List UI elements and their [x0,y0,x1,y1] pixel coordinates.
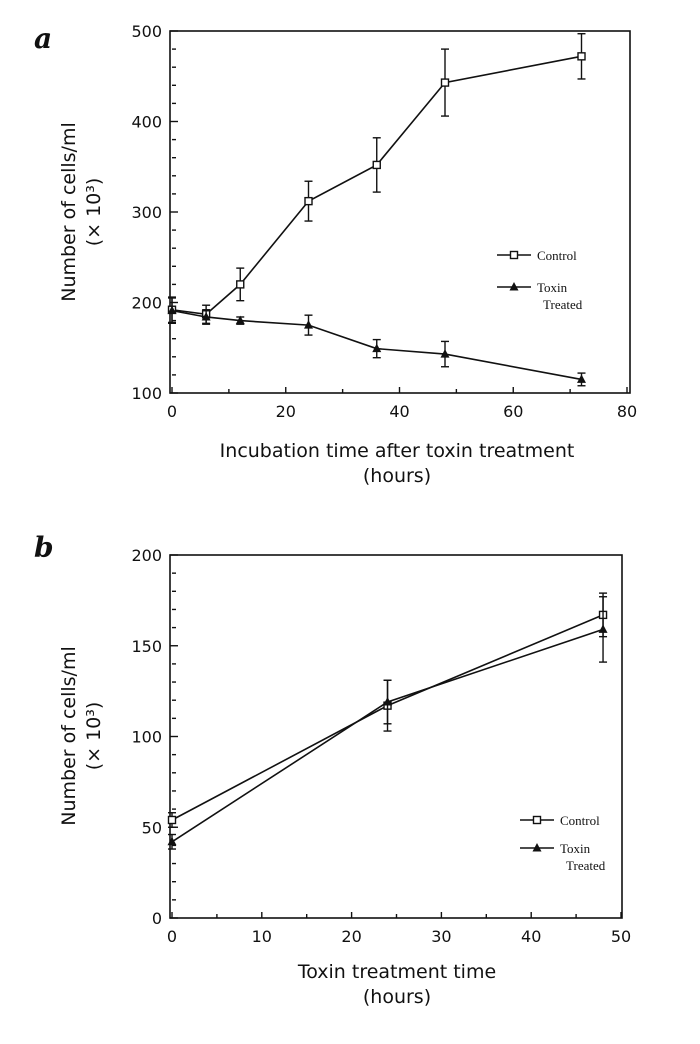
data-point-toxin [167,305,177,315]
panel-a-x-tick-label: 80 [617,402,637,421]
panel-a-y-axis-unit: (× 10³) [83,178,105,247]
legend-marker-control [532,815,542,825]
panel-a-y-tick-label: 500 [131,22,162,41]
legend-label: Toxin [560,841,591,856]
panel-b-x-tick-label: 30 [431,927,451,946]
panel-b-y-axis-unit: (× 10³) [83,702,105,771]
panel-a-series [167,33,586,387]
panel-a-y-tick-label: 300 [131,203,162,222]
panel-b-x-tick-label: 50 [611,927,631,946]
panel-a-letter: a [34,22,52,55]
data-point-toxin [167,836,177,846]
data-point-control [236,280,245,289]
panel-b-x-tick-label: 40 [521,927,541,946]
panel-b: b 0 10 20 30 40 50 0 50 100 150 200 Control Toxin Tr… [34,531,631,1008]
panel-b-x-tick-label: 0 [167,927,177,946]
panel-a-y-tick-label: 400 [131,113,162,132]
legend-label: Control [537,248,577,263]
legend-label: Control [560,813,600,828]
panel-a-y-axis-label: Number of cells/ml [58,122,80,302]
panel-a-y-tick-label: 200 [131,294,162,313]
panel-b-y-tick-label: 0 [152,909,162,928]
panel-a-x-tick-label: 60 [503,402,523,421]
panel-b-x-axis-label: Toxin treatment time [297,961,496,983]
panel-a-legend: Control Toxin Treated [497,248,583,312]
panel-b-y-tick-label: 50 [142,818,162,837]
panel-b-x-tick-label: 10 [252,927,272,946]
data-point-toxin [235,315,245,325]
panel-a-plot-frame [169,30,631,394]
panel-b-legend: Control Toxin Treated [520,813,606,873]
panel-a-x-tick-label: 40 [389,402,409,421]
data-point-control [577,52,586,61]
panel-b-x-axis-unit: (hours) [363,986,431,1008]
data-point-toxin [383,697,393,706]
panel-b-letter: b [34,531,54,564]
data-point-control [304,196,313,206]
panel-b-y-tick-label: 200 [131,546,162,565]
data-point-toxin [304,320,313,329]
panel-a-y-tick-label: 100 [131,384,162,403]
panel-a-x-axis-label: Incubation time after toxin treatment [220,440,575,462]
legend-label: Toxin [537,280,568,295]
data-point-toxin [598,624,608,633]
panel-b-y-axis-label: Number of cells/ml [58,646,80,826]
data-point-toxin [577,374,586,383]
panel-b-plot-frame [169,554,623,919]
data-point-toxin [201,311,211,321]
legend-marker-control [509,250,519,260]
legend-marker-toxin [532,843,542,852]
data-point-control [372,160,381,170]
data-point-toxin [440,349,450,358]
panel-b-series [167,592,608,850]
data-point-toxin [372,343,382,353]
panel-a-x-tick-label: 0 [167,402,177,421]
panel-b-y-tick-label: 150 [131,637,162,656]
legend-label: Treated [566,858,606,873]
panel-b-y-tick-label: 100 [131,728,162,747]
legend-label: Treated [543,297,583,312]
panel-b-ticks: 0 10 20 30 40 50 0 50 100 150 200 [131,546,631,946]
panel-a-ticks: 0 20 40 60 80 100 200 300 400 500 [131,22,637,421]
panel-b-series-line-toxin [171,628,604,843]
panel-a-x-axis-unit: (hours) [363,465,431,487]
data-point-control [167,815,177,825]
data-point-control [440,78,450,87]
panel-a-x-tick-label: 20 [276,402,296,421]
panel-a: a 0 20 40 60 80 100 200 300 400 500 Control Toxin T… [34,22,637,487]
legend-marker-toxin [509,282,519,291]
panel-b-x-tick-label: 20 [341,927,361,946]
